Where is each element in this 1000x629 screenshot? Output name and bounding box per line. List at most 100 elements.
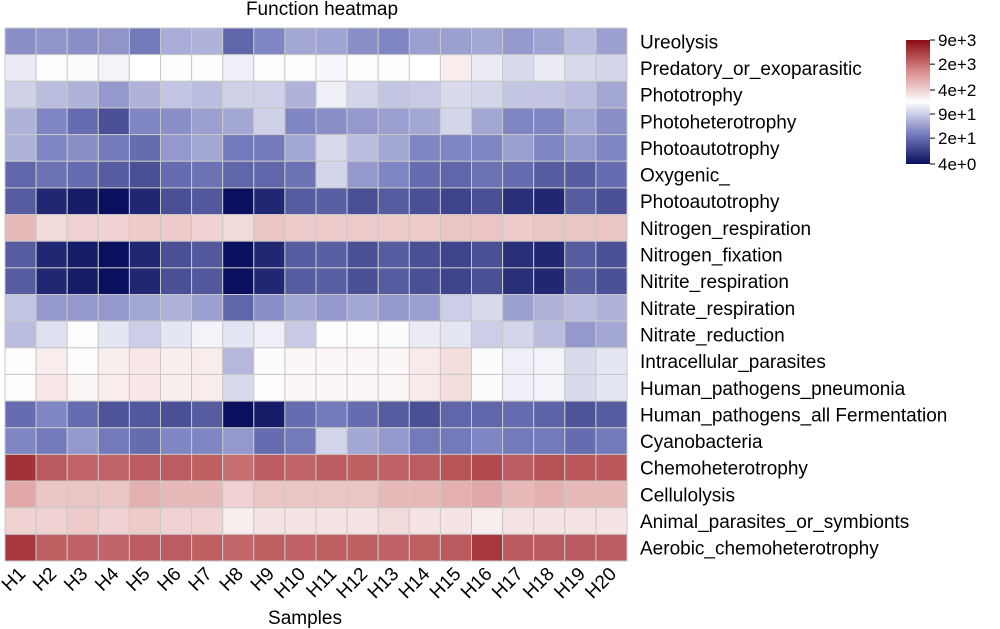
- heatmap-cell: [191, 54, 224, 82]
- heatmap-cell: [222, 400, 255, 429]
- heatmap-cell: [191, 27, 224, 56]
- heatmap-cell: [66, 453, 99, 482]
- heatmap-cell: [408, 320, 441, 349]
- heatmap-cell: [66, 427, 99, 455]
- heatmap-cell: [595, 453, 628, 482]
- heatmap-cell: [315, 160, 348, 189]
- heatmap-cell: [471, 187, 504, 216]
- heatmap-cell: [97, 160, 130, 189]
- heatmap-cell: [128, 347, 161, 375]
- heatmap-cell: [284, 54, 317, 82]
- heatmap-cell: [564, 107, 597, 136]
- x-axis-label: Samples: [268, 608, 342, 629]
- heatmap-cell: [253, 160, 286, 189]
- heatmap-cell: [595, 80, 628, 109]
- heatmap-cell: [408, 107, 441, 136]
- row-label: Cellulolysis: [640, 485, 735, 506]
- heatmap-cell: [191, 533, 224, 562]
- heatmap-cell: [502, 267, 535, 296]
- heatmap-cell: [160, 320, 193, 349]
- heatmap-cell: [128, 427, 161, 455]
- heatmap-cell: [97, 427, 130, 455]
- heatmap-cell: [377, 427, 410, 455]
- heatmap-cell: [191, 160, 224, 189]
- heatmap-cell: [502, 320, 535, 349]
- heatmap-cell: [253, 80, 286, 109]
- heatmap-cell: [533, 294, 566, 322]
- heatmap-cell: [408, 214, 441, 242]
- heatmap-cell: [377, 214, 410, 242]
- heatmap-cell: [35, 507, 68, 535]
- heatmap-cell: [35, 214, 68, 242]
- heatmap-cell: [377, 267, 410, 296]
- row-label: Cyanobacteria: [640, 432, 763, 453]
- heatmap-cell: [439, 214, 472, 242]
- legend-tick-label: 4e+2: [938, 81, 976, 100]
- heatmap-cell: [471, 347, 504, 375]
- heatmap-cell: [315, 294, 348, 322]
- heatmap-cell: [471, 240, 504, 269]
- heatmap-cell: [533, 347, 566, 375]
- heatmap-cell: [439, 427, 472, 455]
- heatmap-cell: [160, 80, 193, 109]
- heatmap-cell: [160, 27, 193, 56]
- heatmap-cell: [253, 533, 286, 562]
- heatmap-cell: [66, 240, 99, 269]
- heatmap-cell: [346, 27, 379, 56]
- heatmap-cell: [315, 347, 348, 375]
- heatmap-cell: [66, 480, 99, 509]
- heatmap-cell: [471, 453, 504, 482]
- heatmap-cell: [222, 427, 255, 455]
- heatmap-cell: [66, 533, 99, 562]
- heatmap-cell: [97, 480, 130, 509]
- heatmap-cell: [471, 267, 504, 296]
- heatmap-cell: [35, 294, 68, 322]
- heatmap-cell: [222, 267, 255, 296]
- heatmap-cell: [4, 187, 37, 216]
- heatmap-cell: [66, 134, 99, 162]
- heatmap-cell: [284, 187, 317, 216]
- heatmap-cell: [595, 27, 628, 56]
- heatmap-cell: [315, 320, 348, 349]
- heatmap-cell: [346, 373, 379, 402]
- row-label: Predatory_or_exoparasitic: [640, 59, 862, 80]
- heatmap-cell: [533, 240, 566, 269]
- heatmap-cell: [284, 480, 317, 509]
- heatmap-cell: [533, 507, 566, 535]
- heatmap-cell: [66, 267, 99, 296]
- heatmap-cell: [533, 187, 566, 216]
- heatmap-cell: [284, 347, 317, 375]
- heatmap-cell: [408, 134, 441, 162]
- heatmap-cell: [315, 214, 348, 242]
- heatmap-cell: [191, 187, 224, 216]
- heatmap-cell: [408, 533, 441, 562]
- heatmap-cell: [346, 480, 379, 509]
- heatmap-cell: [160, 400, 193, 429]
- heatmap-cell: [35, 480, 68, 509]
- heatmap-cell: [595, 533, 628, 562]
- heatmap-cell: [439, 160, 472, 189]
- heatmap-cell: [284, 80, 317, 109]
- heatmap-cell: [128, 54, 161, 82]
- heatmap-cell: [346, 187, 379, 216]
- heatmap-cell: [160, 373, 193, 402]
- heatmap-cell: [35, 54, 68, 82]
- heatmap-cell: [564, 134, 597, 162]
- column-label: H6: [154, 564, 186, 596]
- heatmap-cell: [222, 134, 255, 162]
- heatmap-cell: [191, 294, 224, 322]
- heatmap-cell: [253, 134, 286, 162]
- heatmap-cell: [128, 187, 161, 216]
- heatmap-cell: [4, 267, 37, 296]
- heatmap-cell: [222, 214, 255, 242]
- heatmap-cell: [471, 400, 504, 429]
- heatmap-cell: [471, 27, 504, 56]
- heatmap-cell: [160, 347, 193, 375]
- heatmap-cell: [595, 134, 628, 162]
- column-label: H12: [333, 564, 372, 603]
- heatmap-cell: [66, 187, 99, 216]
- heatmap-cell: [471, 214, 504, 242]
- heatmap-cell: [439, 240, 472, 269]
- heatmap-cell: [346, 347, 379, 375]
- heatmap-cell: [222, 294, 255, 322]
